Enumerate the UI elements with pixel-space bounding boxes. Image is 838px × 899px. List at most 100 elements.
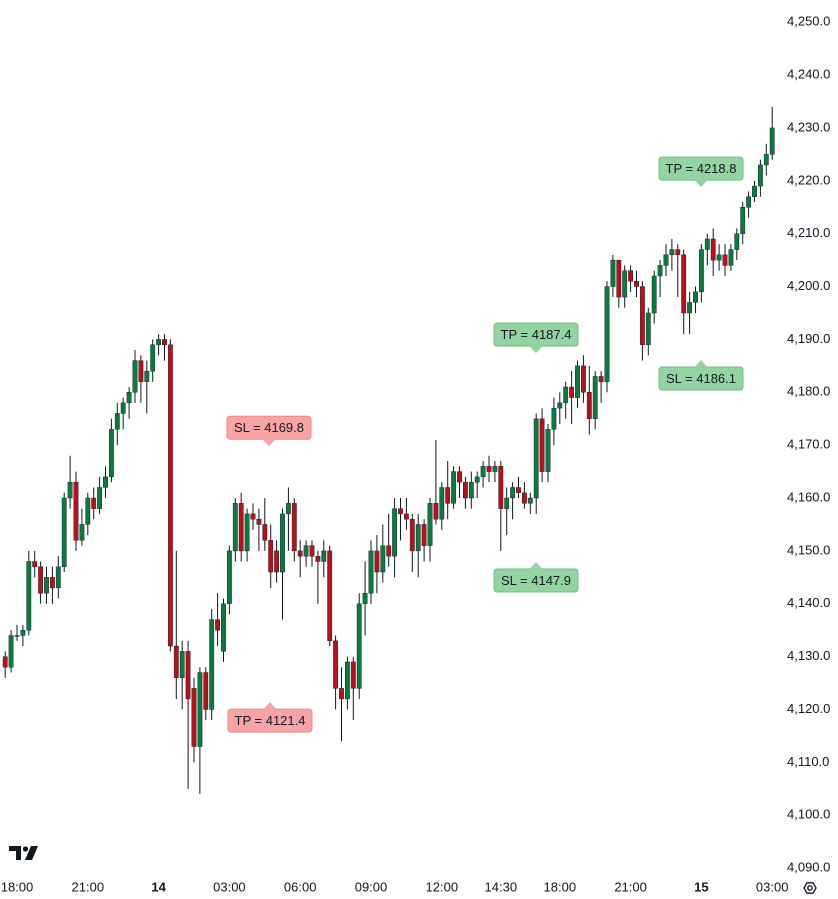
candle-body (280, 513, 285, 573)
candle-body (404, 513, 409, 520)
candle-body (539, 418, 545, 472)
candle-body (581, 365, 586, 393)
candle-body (533, 418, 539, 499)
tradingview-logo (9, 846, 38, 860)
candle-body (486, 466, 492, 472)
candle-body (315, 555, 321, 562)
price-axis: 4,090.0 4,100.0 4,110.0 4,120.0 4,130.0 4,140… (787, 14, 830, 875)
annotation-pointer (262, 438, 276, 447)
candle-body (740, 207, 746, 234)
candle-body (480, 466, 486, 478)
y-tick-label: 4,210.0 (787, 225, 830, 240)
candle-body (687, 302, 693, 314)
candle-body (14, 635, 20, 637)
candle-body (457, 471, 462, 483)
candle-body (274, 550, 279, 573)
y-tick-label: 4,120.0 (787, 701, 830, 716)
candle-body (321, 550, 327, 562)
candle-body (710, 238, 716, 261)
candle-body (114, 413, 120, 430)
candle-body (522, 492, 527, 504)
candle-body (675, 249, 681, 256)
candle-body (651, 275, 657, 314)
candle-body (569, 386, 575, 398)
candle-body (197, 672, 203, 747)
candle-body (144, 370, 150, 382)
candle-body (91, 497, 97, 509)
annotation-pointer (263, 702, 277, 710)
candle-body (44, 577, 49, 594)
candle-body (38, 566, 44, 594)
candle-body (303, 545, 309, 557)
y-tick-label: 4,110.0 (787, 754, 829, 769)
candle-body (221, 603, 226, 652)
annotation-pointer (529, 345, 543, 354)
candle-body (297, 550, 303, 557)
candle-body (250, 513, 256, 520)
candle-body (498, 466, 504, 509)
x-tick-label: 14 (151, 879, 166, 894)
x-tick-label: 21:00 (72, 879, 105, 894)
candle-body (746, 196, 752, 208)
candle-body (380, 545, 386, 573)
annotation-label: TP = 4218.8 (666, 161, 737, 176)
candle-body (108, 429, 114, 478)
candle-body (592, 376, 598, 419)
candle-body (215, 619, 220, 631)
annotation-pointer (694, 179, 708, 188)
candle-body (167, 344, 173, 647)
y-tick-label: 4,090.0 (787, 860, 830, 875)
y-tick-label: 4,230.0 (787, 119, 830, 134)
candle-body (640, 286, 645, 345)
candle-body (433, 503, 439, 520)
y-tick-label: 4,170.0 (787, 437, 830, 452)
candle-body (226, 550, 232, 604)
y-tick-label: 4,180.0 (787, 384, 830, 399)
candle-body (191, 688, 197, 747)
x-tick-label: 18:00 (1, 879, 34, 894)
candle-body (551, 407, 557, 430)
candle-body (427, 503, 433, 546)
candle-body (645, 312, 651, 345)
candle-body (563, 386, 569, 404)
x-tick-label: 06:00 (284, 879, 317, 894)
candle-body (232, 503, 238, 552)
candle-body (286, 503, 291, 515)
candle-body (398, 508, 403, 515)
candle-body (55, 566, 61, 589)
candle-body (492, 466, 498, 472)
candle-body (586, 392, 592, 419)
candle-body (120, 402, 126, 414)
candle-body (85, 497, 91, 525)
candle-body (339, 688, 344, 700)
candle-body (657, 265, 663, 277)
candle-body (327, 550, 333, 641)
candle-body (97, 487, 103, 509)
candle-body (162, 339, 167, 345)
candle-body (616, 259, 622, 298)
candle-body (138, 360, 144, 382)
candle-body (516, 487, 521, 493)
candle-body (439, 487, 445, 520)
annotation-pointer (529, 562, 543, 570)
candle-body (681, 254, 687, 314)
candle-body (79, 524, 85, 541)
candle-body (693, 291, 698, 303)
candle-body (20, 630, 26, 636)
settings-icon[interactable] (803, 882, 817, 894)
candle-body (610, 259, 616, 287)
candle-body (156, 339, 161, 345)
candle-body (150, 344, 156, 372)
candle-body (392, 508, 397, 557)
candle-body (557, 402, 563, 409)
x-tick-label: 03:00 (213, 879, 246, 894)
candle-body (386, 545, 392, 557)
candle-body (61, 497, 67, 567)
annotation-pointer (694, 360, 708, 368)
candle-body (368, 550, 374, 594)
candle-body (374, 550, 380, 573)
candle-body (734, 233, 740, 250)
y-tick-label: 4,140.0 (787, 595, 830, 610)
candle-body (545, 429, 551, 472)
